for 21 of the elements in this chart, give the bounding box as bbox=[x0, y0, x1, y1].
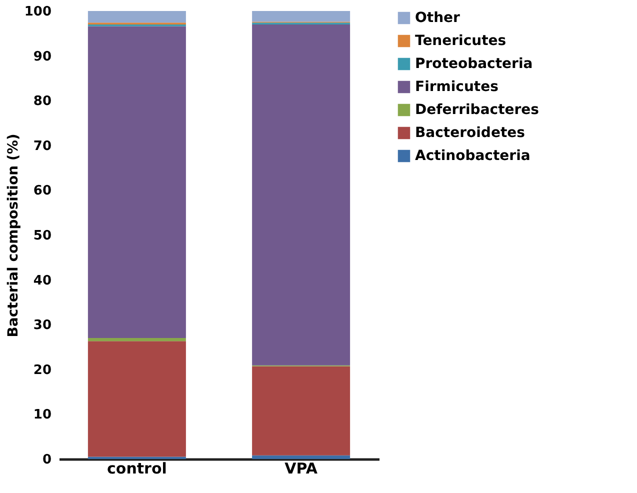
y-tick-label: 20 bbox=[33, 362, 52, 378]
y-tick-label: 70 bbox=[33, 138, 52, 154]
y-tick-label: 40 bbox=[33, 273, 52, 288]
y-tick-label: 80 bbox=[33, 94, 52, 110]
y-axis-title: Bacterial composition (%) bbox=[5, 134, 22, 338]
legend-label: Bacteroidetes bbox=[415, 125, 525, 141]
y-tick-label: 10 bbox=[33, 408, 52, 423]
legend-label: Actinobacteria bbox=[415, 148, 530, 164]
y-tick-label: 0 bbox=[42, 452, 52, 468]
y-tick-label: 90 bbox=[33, 49, 52, 64]
legend-label: Firmicutes bbox=[415, 79, 498, 95]
y-tick-label: 50 bbox=[33, 228, 52, 244]
legend-label: Other bbox=[415, 10, 460, 26]
legend-label: Deferribacteres bbox=[415, 102, 539, 118]
x-tick-label: VPA bbox=[284, 460, 318, 478]
x-tick-label: control bbox=[107, 460, 167, 478]
y-tick-label: 60 bbox=[33, 184, 52, 199]
legend-label: Tenericutes bbox=[415, 33, 506, 49]
y-tick-label: 100 bbox=[24, 4, 52, 20]
legend-label: Proteobacteria bbox=[415, 56, 533, 72]
y-tick-label: 30 bbox=[33, 318, 52, 334]
